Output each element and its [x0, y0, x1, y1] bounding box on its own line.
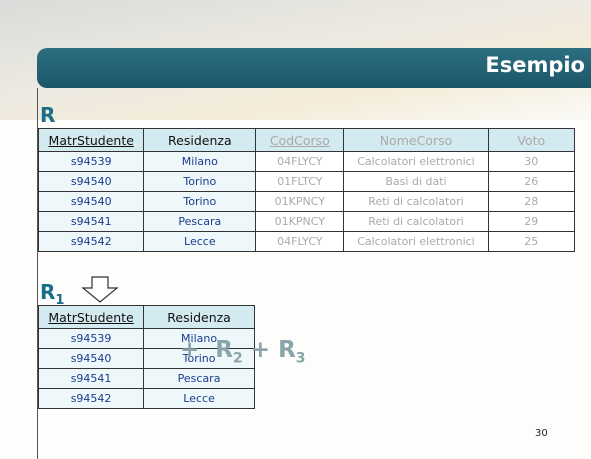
table-cell: 01KPNCY	[255, 191, 345, 212]
plus: +	[180, 337, 200, 363]
table-cell: Torino	[143, 171, 257, 192]
relation-subscript: 1	[55, 293, 65, 308]
table-cell: s94539	[37, 151, 145, 172]
table-cell: 28	[487, 191, 576, 212]
column-header: NomeCorso	[343, 128, 489, 152]
table-cell: Reti di calcolatori	[343, 211, 489, 232]
table-row: s94539 Milano 04FLYCY Calcolatori elettroni…	[37, 151, 576, 172]
relation-name: R	[215, 337, 234, 363]
table-cell: Lecce	[143, 231, 257, 252]
table-row: s94540 Torino 01FLTCY Basi di dati 26	[37, 171, 576, 192]
table-cell: Lecce	[143, 388, 255, 409]
table-cell: Torino	[143, 348, 255, 369]
border-line	[37, 88, 38, 459]
table-cell: 04FLYCY	[255, 151, 345, 172]
table-cell: 25	[487, 231, 576, 252]
slide-title: Esempio	[485, 53, 585, 77]
table-row: s94540 Torino	[37, 348, 255, 369]
table-cell: s94542	[37, 231, 145, 252]
title-bar	[37, 48, 591, 88]
table-cell: s94540	[37, 348, 145, 369]
table-row: s94542 Lecce 04FLYCY Calcolatori elettronic…	[37, 231, 576, 252]
plus: +	[250, 337, 271, 363]
table-cell: s94540	[37, 191, 145, 212]
table-cell: Basi di dati	[343, 171, 489, 192]
table-r1: MatrStudente Residenza s94539 Milano s94540 T…	[37, 305, 255, 409]
relation-label: R1	[40, 280, 64, 308]
table-cell: Milano	[143, 151, 257, 172]
header-row: MatrStudente Residenza	[37, 305, 255, 329]
table-cell: s94541	[37, 368, 145, 389]
table-cell: Pescara	[143, 368, 255, 389]
table-cell: 29	[487, 211, 576, 232]
column-header: MatrStudente	[37, 128, 145, 152]
table-cell: Milano	[143, 328, 255, 349]
table-row: s94542 Lecce	[37, 388, 255, 409]
table-cell: s94541	[37, 211, 145, 232]
table-cell: s94542	[37, 388, 145, 409]
table-cell: 04FLYCY	[255, 231, 345, 252]
column-header: MatrStudente	[37, 305, 145, 329]
column-header: Voto	[487, 128, 576, 152]
arrow	[81, 276, 119, 303]
relation-name: R	[40, 280, 56, 304]
table-row: s94540 Torino 01KPNCY Reti di calcolatori 28	[37, 191, 576, 212]
subscript: 2	[233, 350, 243, 367]
table-cell: Torino	[143, 191, 257, 212]
relation-name: R	[278, 337, 296, 363]
subscript: 3	[295, 350, 306, 367]
table-cell: Calcolatori elettronici	[343, 231, 489, 252]
table-cell: Pescara	[143, 211, 257, 232]
column-header: CodCorso	[255, 128, 345, 152]
table-cell: 26	[487, 171, 576, 192]
table-cell: 01FLTCY	[255, 171, 345, 192]
table-row: s94541 Pescara	[37, 368, 255, 389]
page-number: 30	[535, 428, 548, 439]
relation-label: R	[40, 103, 56, 127]
table-cell: 30	[487, 151, 576, 172]
table-cell: s94540	[37, 171, 145, 192]
table-r: MatrStudente Residenza CodCorso NomeCorso Vo…	[37, 128, 576, 252]
expression: + R2 + R3	[180, 337, 306, 367]
header-row: MatrStudente Residenza CodCorso NomeCorso Vo…	[37, 128, 576, 152]
table-row: s94541 Pescara 01KPNCY Reti di calcolatori 2…	[37, 211, 576, 232]
table-cell: 01KPNCY	[255, 211, 345, 232]
column-header: Residenza	[143, 128, 257, 152]
table-cell: Reti di calcolatori	[343, 191, 489, 212]
table-cell: s94539	[37, 328, 145, 349]
column-header: Residenza	[143, 305, 255, 329]
table-cell: Calcolatori elettronici	[343, 151, 489, 172]
